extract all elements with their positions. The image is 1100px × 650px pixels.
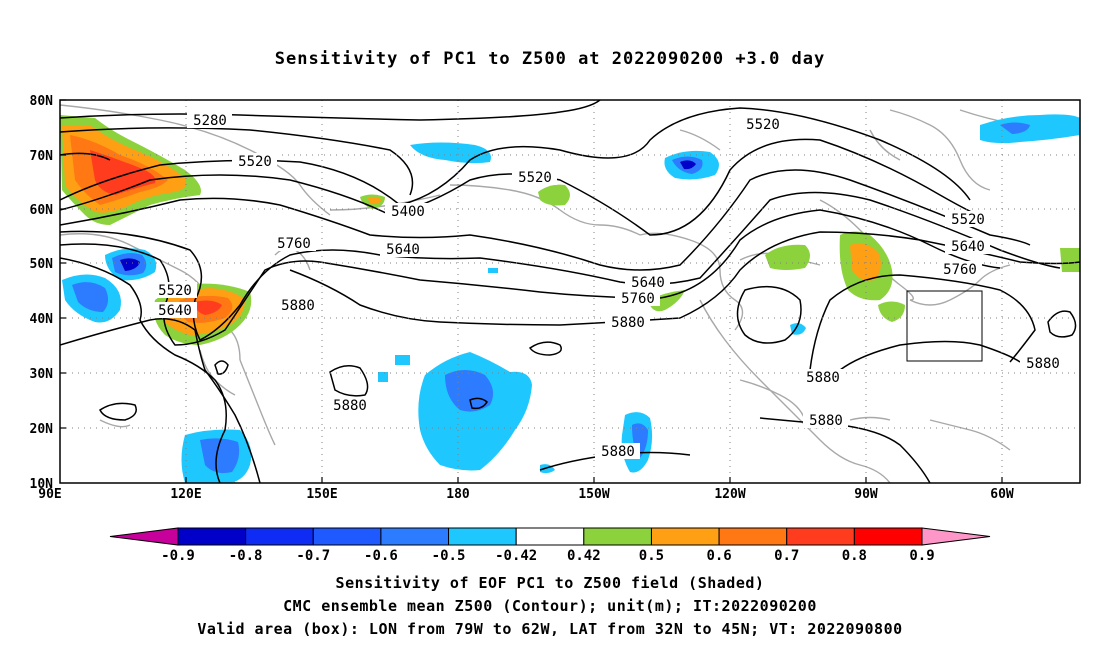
contour-label: 5280 [187, 112, 232, 129]
tick-marks [60, 99, 1003, 483]
colorbar-tick-label: -0.7 [296, 548, 330, 564]
lat-label: 80N [30, 94, 54, 109]
lat-label: 60N [30, 203, 54, 218]
colorbar-bin [177, 527, 247, 546]
contour-label: 5760 [615, 290, 660, 307]
svg-text:5880: 5880 [1026, 356, 1060, 372]
colorbar-bin [718, 527, 788, 546]
map-frame [59, 99, 1081, 484]
svg-text:5640: 5640 [386, 242, 420, 258]
svg-text:5760: 5760 [277, 236, 311, 252]
lat-label: 30N [30, 367, 54, 382]
contour-label: 5880 [327, 397, 372, 414]
colorbar-bin [312, 527, 382, 546]
colorbar-tick-label: -0.6 [364, 548, 398, 564]
contour-label: 5640 [380, 241, 425, 258]
colorbar-tick-label: 0.42 [567, 548, 601, 564]
contour-label: 5880 [1020, 355, 1065, 372]
map-title: Sensitivity of PC1 to Z500 at 2022090200… [274, 49, 826, 69]
contour-label: 5640 [625, 274, 670, 291]
graticule [60, 100, 1080, 483]
colorbar-max-triangle [921, 527, 991, 546]
longitude-labels: 90E 120E 150E 180 150W 120W 90W 60W [38, 487, 1014, 502]
contour-label: 5640 [152, 302, 197, 319]
lon-label: 60W [990, 487, 1014, 502]
latitude-labels: 80N 70N 60N 50N 40N 30N 20N 10N [30, 94, 54, 492]
contour-label: 5880 [595, 443, 640, 460]
svg-text:5520: 5520 [746, 117, 780, 133]
colorbar-bin [245, 527, 314, 546]
contour-label: 5880 [800, 369, 845, 386]
colorbar-bin [515, 527, 585, 546]
colorbar-bin [650, 527, 720, 546]
lon-label: 120W [714, 487, 745, 502]
lat-label: 70N [30, 149, 54, 164]
colorbar-bin [853, 527, 923, 546]
svg-text:5280: 5280 [193, 113, 227, 129]
lat-label: 40N [30, 312, 54, 327]
lat-label: 50N [30, 257, 54, 272]
contour-label: 5520 [740, 116, 785, 133]
caption-shaded: Sensitivity of EOF PC1 to Z500 field (Sh… [335, 574, 765, 592]
valid-area-box [906, 290, 983, 362]
colorbar-bin [786, 527, 855, 546]
svg-text:5520: 5520 [518, 170, 552, 186]
contour-label: 5760 [937, 261, 982, 278]
svg-text:5880: 5880 [601, 444, 635, 460]
colorbar [109, 527, 991, 546]
lon-label: 90W [854, 487, 878, 502]
lon-label: 90E [38, 487, 61, 502]
contour-label: 5880 [275, 297, 320, 314]
lat-label: 20N [30, 422, 54, 437]
svg-text:5520: 5520 [238, 154, 272, 170]
colorbar-tick-label: 0.5 [639, 548, 664, 564]
colorbar-min-triangle [109, 527, 179, 546]
colorbar-tick-label: -0.5 [432, 548, 466, 564]
colorbar-bin [380, 527, 450, 546]
svg-text:5880: 5880 [809, 413, 843, 429]
svg-text:5880: 5880 [611, 315, 645, 331]
colorbar-tick-label: -0.42 [495, 548, 537, 564]
colorbar-tick-label: 0.8 [842, 548, 867, 564]
colorbar-ticks: -0.9 -0.8 -0.7 -0.6 -0.5 -0.42 0.42 0.5 0.6 0.7 0.… [161, 548, 935, 564]
colorbar-tick-label: 0.9 [909, 548, 934, 564]
svg-text:5880: 5880 [281, 298, 315, 314]
contour-label: 5520 [152, 282, 197, 299]
lon-label: 180 [446, 487, 470, 502]
colorbar-bin [583, 527, 652, 546]
caption-contour: CMC ensemble mean Z500 (Contour); unit(m… [283, 597, 817, 615]
caption-valid-area: Valid area (box): LON from 79W to 62W, L… [197, 620, 903, 638]
contour-label: 5520 [512, 169, 557, 186]
colorbar-tick-label: 0.7 [774, 548, 799, 564]
colorbar-tick-label: 0.6 [706, 548, 731, 564]
svg-text:5520: 5520 [158, 283, 192, 299]
svg-text:5400: 5400 [391, 204, 425, 220]
lon-label: 150E [306, 487, 337, 502]
sensitivity-shading [60, 114, 1080, 483]
svg-text:5880: 5880 [333, 398, 367, 414]
svg-text:5640: 5640 [158, 303, 192, 319]
svg-text:5880: 5880 [806, 370, 840, 386]
svg-text:5760: 5760 [621, 291, 655, 307]
svg-text:5640: 5640 [951, 239, 985, 255]
colorbar-tick-label: -0.9 [161, 548, 195, 564]
colorbar-bin [448, 527, 517, 546]
contour-labels: 5280 5520 5520 5520 5400 5640 5760 5520 … [152, 112, 1065, 460]
svg-text:5640: 5640 [631, 275, 665, 291]
lon-label: 150W [578, 487, 609, 502]
contour-label: 5520 [232, 153, 277, 170]
contour-label: 5880 [605, 314, 650, 331]
svg-text:5520: 5520 [951, 212, 985, 228]
lon-label: 120E [170, 487, 201, 502]
contour-label: 5880 [803, 412, 848, 429]
contour-label: 5400 [385, 203, 430, 220]
contour-label: 5760 [271, 235, 316, 252]
svg-text:5760: 5760 [943, 262, 977, 278]
colorbar-tick-label: -0.8 [229, 548, 263, 564]
lat-label: 10N [30, 477, 54, 492]
contour-label: 5640 [945, 238, 990, 255]
contour-label: 5520 [945, 211, 990, 228]
